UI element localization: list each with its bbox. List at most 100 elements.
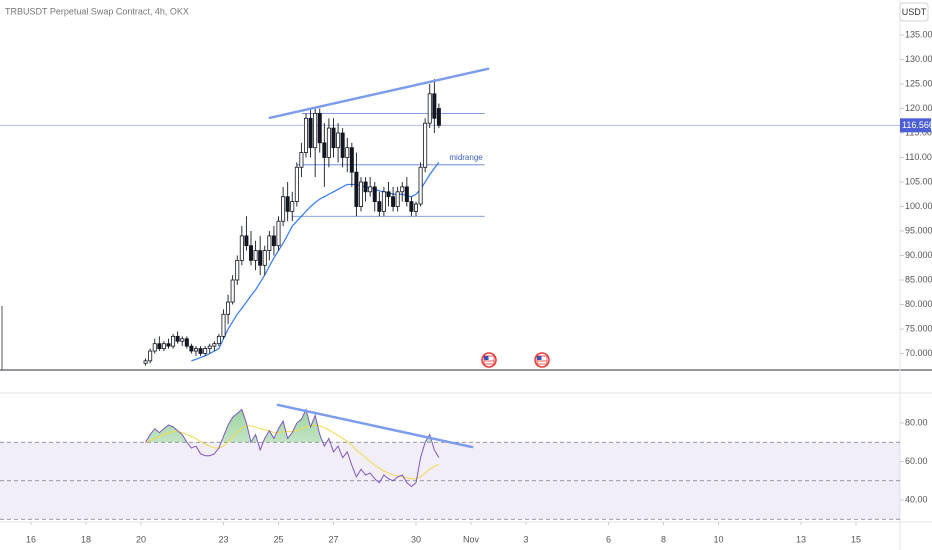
price-pane: midrange (0, 67, 900, 366)
candle-body (267, 235, 272, 251)
chart-title: TRBUSDT Perpetual Swap Contract, 4h, OKX (5, 6, 189, 16)
candle-body (436, 108, 441, 126)
currency-label[interactable]: USDT (902, 7, 927, 17)
y-tick-label: 95.000 (905, 225, 932, 235)
y-tick-label: 105.000 (905, 176, 932, 186)
candle-body (372, 186, 377, 202)
x-tick-label: 10 (713, 534, 723, 544)
candle-body (368, 186, 373, 193)
x-tick-label: Nov (463, 534, 480, 544)
candle-body (317, 112, 322, 144)
y-tick-label: 85.000 (905, 274, 932, 284)
y-tick-label: 110.000 (905, 152, 932, 162)
axes: 135.000 130.000 125.000 120.000 115.000 110.0… (26, 29, 932, 544)
rsi-line (145, 408, 440, 488)
candle-body (308, 117, 313, 149)
candle-body (180, 338, 185, 342)
candle-body (340, 132, 345, 158)
candle-body (276, 220, 281, 247)
candle-body (281, 196, 286, 222)
candle-body (175, 335, 180, 342)
y-tick-label: 115.000 (905, 127, 932, 137)
rsi-tick-label: 40.00 (905, 494, 928, 504)
x-tick-label: 15 (851, 534, 861, 544)
candle-body (166, 343, 171, 347)
candle-body (299, 152, 304, 168)
currency-button[interactable] (899, 2, 929, 22)
x-tick-label: 6 (606, 534, 611, 544)
candle-body (152, 343, 157, 352)
x-tick-label: 30 (411, 534, 421, 544)
x-tick-label: 27 (328, 534, 338, 544)
candle-body (377, 201, 382, 212)
candle-body (413, 203, 418, 212)
trendline (268, 67, 490, 120)
rsi-overbought-fill (145, 409, 439, 443)
candle-body (235, 259, 240, 281)
y-tick-label: 90.000 (905, 250, 932, 260)
event-flag[interactable] (534, 352, 550, 368)
candle-body (381, 191, 386, 212)
rsi-tick-label: 60.00 (905, 456, 928, 466)
candle-body (432, 93, 437, 119)
candle-body (216, 335, 221, 345)
x-tick-label: 25 (273, 534, 283, 544)
y-tick-label: 75.000 (905, 323, 932, 333)
candle-body (400, 186, 405, 193)
y-tick-label: 135.000 (905, 29, 932, 39)
candle-body (161, 343, 166, 349)
y-tick-label: 120.000 (905, 103, 932, 113)
candle-body (148, 350, 153, 362)
event-flag[interactable] (481, 352, 497, 368)
candle-body (207, 345, 212, 349)
rsi-pane (0, 403, 900, 520)
x-tick-label: 3 (523, 534, 528, 544)
last-price-label: 116.566 (902, 120, 932, 130)
candle-body (262, 250, 267, 266)
candle-body (212, 343, 217, 347)
candle-body (336, 132, 341, 149)
level-label: midrange (449, 153, 483, 162)
candle-body (363, 181, 368, 193)
candle-body (258, 250, 263, 266)
x-tick-label: 18 (81, 534, 91, 544)
candle-body (404, 186, 409, 202)
y-tick-label: 130.000 (905, 54, 932, 64)
candle-body (326, 127, 331, 158)
candle-body (427, 93, 432, 124)
candle-body (239, 235, 244, 261)
candle-body (303, 117, 308, 153)
candle-body (230, 279, 235, 303)
candle-body (253, 250, 258, 261)
candle-body (189, 345, 194, 352)
candle-body (193, 348, 198, 352)
candle-body (198, 348, 203, 354)
candle-body (423, 122, 428, 168)
candle-body (294, 166, 299, 202)
rsi-tick-label: 80.00 (905, 417, 928, 427)
candle-body (322, 142, 327, 158)
x-tick-label: 8 (661, 534, 666, 544)
candle-body (345, 147, 350, 158)
y-tick-label: 70.000 (905, 348, 932, 358)
candle-body (171, 335, 176, 347)
candle-body (358, 181, 363, 207)
x-tick-label: 13 (796, 534, 806, 544)
candle-body (271, 235, 276, 247)
candle-body (203, 348, 208, 354)
last-price-box (900, 118, 931, 133)
candle-body (349, 147, 354, 173)
candle-body (221, 313, 226, 337)
x-tick-label: 20 (136, 534, 146, 544)
candle-body (331, 127, 336, 149)
candle-body (184, 338, 189, 347)
candle-body (418, 166, 423, 205)
candle-body (409, 201, 414, 212)
x-tick-label: 16 (26, 534, 36, 544)
y-tick-label: 125.000 (905, 78, 932, 88)
candle-body (226, 301, 231, 315)
rsi-trendline (276, 403, 474, 449)
x-tick-label: 23 (218, 534, 228, 544)
